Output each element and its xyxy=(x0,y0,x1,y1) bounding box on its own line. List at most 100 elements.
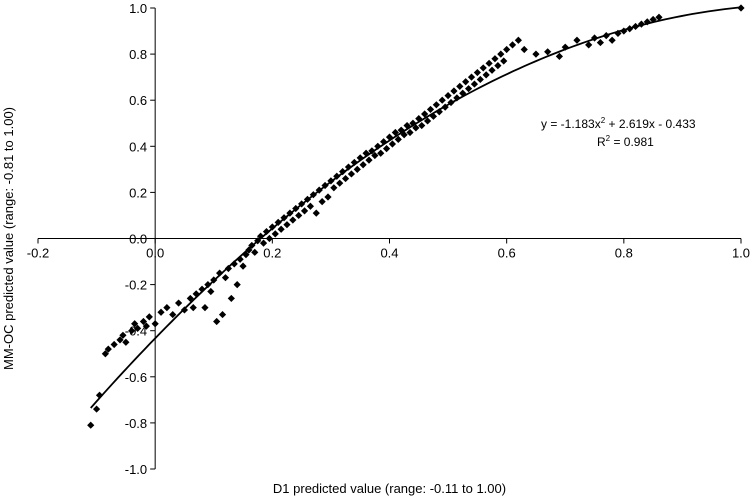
data-point xyxy=(254,237,262,245)
data-point xyxy=(406,128,414,137)
data-point xyxy=(198,285,206,293)
x-tick-label: 1.0 xyxy=(732,246,750,261)
data-point xyxy=(257,232,265,240)
data-point xyxy=(239,262,247,270)
r2-main: R xyxy=(597,135,606,149)
data-point xyxy=(318,198,326,206)
data-point xyxy=(280,214,288,222)
data-point xyxy=(186,294,194,303)
data-point xyxy=(473,68,481,77)
data-point xyxy=(394,135,402,143)
data-point xyxy=(213,317,221,326)
data-point xyxy=(119,331,127,339)
data-point xyxy=(382,145,391,153)
y-tick-label: 0.4 xyxy=(129,139,147,154)
trendline xyxy=(90,6,742,409)
data-point xyxy=(737,4,745,12)
data-point xyxy=(590,34,599,42)
data-point xyxy=(265,234,274,243)
data-point xyxy=(421,110,429,118)
data-point xyxy=(262,227,271,236)
data-point xyxy=(655,13,663,21)
data-point xyxy=(218,310,227,319)
data-point xyxy=(251,248,259,256)
data-point xyxy=(145,313,153,321)
data-point xyxy=(221,274,230,282)
r2-rest: = 0.981 xyxy=(610,135,654,149)
data-point xyxy=(626,25,634,33)
data-point xyxy=(508,41,517,49)
x-tick-label: -0.2 xyxy=(27,246,49,261)
data-point xyxy=(415,115,423,123)
trendline-curve xyxy=(90,6,742,409)
data-point xyxy=(131,320,139,328)
y-tick-label: 1.0 xyxy=(129,1,147,16)
x-tick-label: 0.8 xyxy=(615,246,633,261)
data-point xyxy=(306,202,315,210)
data-point xyxy=(128,327,136,335)
data-point xyxy=(459,89,467,97)
data-point xyxy=(87,421,95,429)
data-point xyxy=(336,179,344,187)
data-point xyxy=(192,290,200,298)
data-point xyxy=(189,304,197,312)
data-point xyxy=(324,193,332,201)
data-point xyxy=(268,223,276,231)
x-tick-label: 0.6 xyxy=(498,246,516,261)
data-point xyxy=(236,255,244,263)
data-point xyxy=(227,294,235,303)
data-point xyxy=(298,200,306,208)
data-point xyxy=(561,43,569,51)
data-point xyxy=(330,184,338,192)
data-point xyxy=(485,59,493,67)
data-point xyxy=(245,246,253,254)
data-point xyxy=(479,64,487,72)
data-point xyxy=(400,131,408,139)
data-point xyxy=(142,322,150,330)
data-point xyxy=(532,50,540,58)
data-point xyxy=(300,207,309,215)
data-point xyxy=(377,149,385,157)
data-point xyxy=(438,96,446,104)
data-point xyxy=(341,174,350,183)
markers xyxy=(87,4,745,429)
data-point xyxy=(620,27,628,35)
data-point xyxy=(391,128,399,137)
data-point xyxy=(467,73,476,81)
data-point xyxy=(456,82,464,90)
data-point xyxy=(494,62,502,70)
y-tick-label: 0.8 xyxy=(129,47,147,62)
data-point xyxy=(371,151,379,160)
data-point xyxy=(122,338,130,346)
data-point xyxy=(344,163,353,171)
data-point xyxy=(359,161,367,169)
data-point xyxy=(210,276,218,284)
data-point xyxy=(347,170,356,178)
data-point xyxy=(409,119,417,127)
y-tick-label: 0.2 xyxy=(129,185,147,200)
data-point xyxy=(368,147,376,155)
data-point xyxy=(295,211,303,220)
y-tick-label: 0.6 xyxy=(129,93,147,108)
data-point xyxy=(412,124,420,132)
data-point xyxy=(637,20,646,28)
data-point xyxy=(259,239,268,247)
data-point xyxy=(362,149,370,157)
data-point xyxy=(101,350,109,358)
y-tick-label: -0.4 xyxy=(125,324,147,339)
data-point xyxy=(271,230,279,238)
data-point xyxy=(544,48,552,56)
data-point xyxy=(503,45,511,54)
data-point xyxy=(447,98,455,107)
data-point xyxy=(643,18,651,26)
data-point xyxy=(242,251,250,259)
data-point xyxy=(462,78,470,86)
y-tick-label: -0.2 xyxy=(125,278,147,293)
r2-exponent: 2 xyxy=(606,134,611,143)
axes xyxy=(37,7,742,470)
y-tick-label: -0.6 xyxy=(125,370,147,385)
data-point xyxy=(649,15,657,24)
data-point xyxy=(248,241,256,250)
x-axis-title: D1 predicted value (range: -0.11 to 1.00… xyxy=(273,481,506,496)
data-point xyxy=(596,38,604,47)
